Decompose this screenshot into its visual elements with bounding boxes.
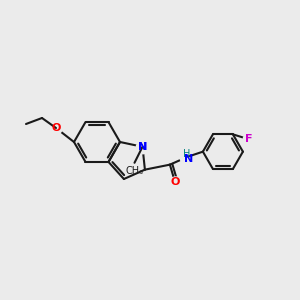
Text: N: N <box>138 142 147 152</box>
Text: N: N <box>184 154 194 164</box>
Text: O: O <box>170 177 180 187</box>
Text: O: O <box>51 123 61 133</box>
Text: F: F <box>245 134 253 144</box>
Text: N: N <box>138 142 147 152</box>
Text: H: H <box>183 149 190 159</box>
Text: CH₃: CH₃ <box>125 166 144 176</box>
